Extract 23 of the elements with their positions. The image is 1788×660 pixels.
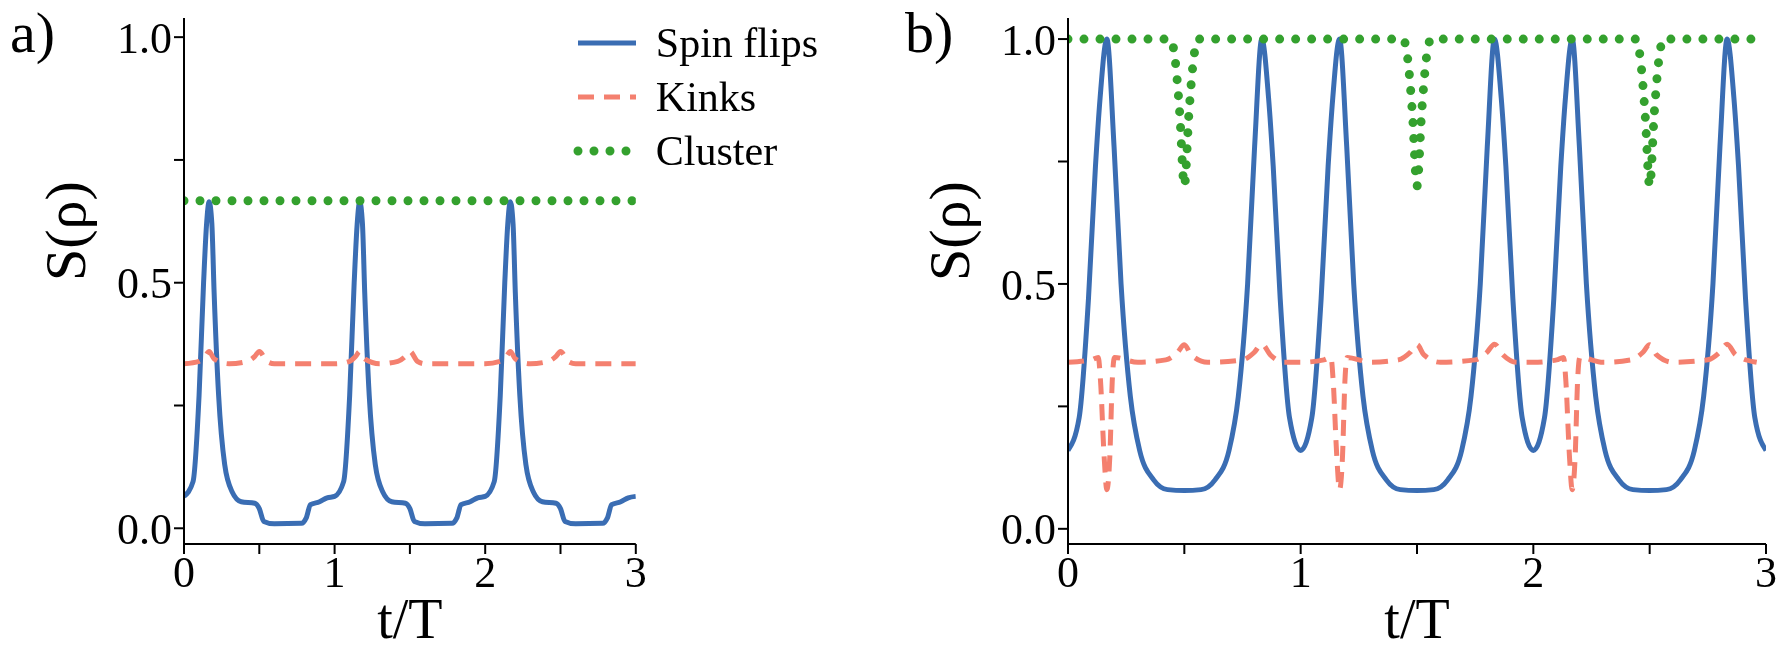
y-tick-label: 0.0 bbox=[117, 504, 172, 554]
y-axis-title: S(ρ) bbox=[916, 181, 982, 281]
y-tick-label: 0.5 bbox=[117, 259, 172, 309]
chart-title: a) bbox=[10, 0, 56, 65]
x-tick-label: 1 bbox=[323, 548, 346, 598]
x-tick-label: 2 bbox=[1522, 548, 1545, 598]
y-tick-label: 0.0 bbox=[1001, 505, 1056, 555]
legend-label: Cluster bbox=[655, 127, 778, 175]
legend-label: Kinks bbox=[655, 73, 757, 121]
chart-title: b) bbox=[905, 0, 954, 65]
x-tick-label: 0 bbox=[1057, 548, 1079, 598]
x-tick-label: 3 bbox=[1755, 548, 1777, 598]
x-tick-label: 0 bbox=[173, 548, 195, 598]
x-tick-label: 3 bbox=[624, 548, 647, 598]
y-axis-title: S(ρ) bbox=[32, 181, 98, 281]
y-tick-label: 1.0 bbox=[117, 13, 172, 63]
legend-label: Spin flips bbox=[655, 19, 818, 67]
y-tick-label: 1.0 bbox=[1001, 15, 1056, 65]
x-tick-label: 2 bbox=[474, 548, 497, 598]
x-axis-title: t/T bbox=[377, 588, 443, 650]
y-tick-label: 0.5 bbox=[1001, 260, 1056, 310]
x-axis-title: t/T bbox=[1384, 588, 1450, 650]
x-tick-label: 1 bbox=[1289, 548, 1312, 598]
